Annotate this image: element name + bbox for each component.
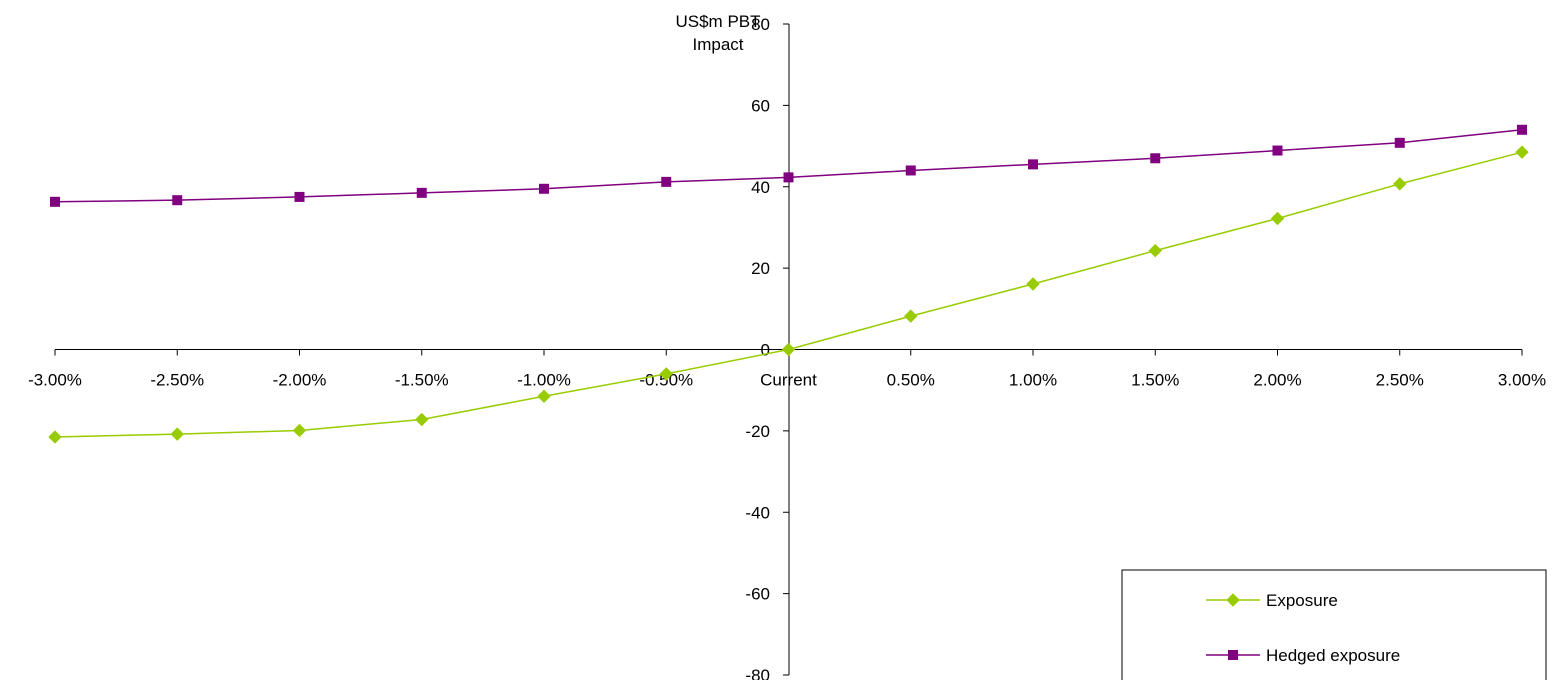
y-tick-label: 20 — [751, 259, 770, 278]
data-point — [1394, 137, 1405, 148]
data-point — [781, 342, 796, 357]
data-point — [1272, 145, 1283, 156]
y-tick-label: 80 — [751, 15, 770, 34]
x-tick-label: -1.00% — [517, 371, 571, 390]
axes: 80 60 40 20 0 -20 -40 -60 -80 -3.00% -2.50% -2.00% -… — [28, 15, 1546, 680]
data-point — [783, 172, 794, 183]
y-tick-label: 40 — [751, 178, 770, 197]
x-tick-label: -2.50% — [150, 371, 204, 390]
data-point — [1148, 243, 1162, 258]
x-tick-label: 3.00% — [1498, 371, 1546, 390]
data-point — [172, 195, 183, 206]
data-point — [416, 187, 427, 198]
y-axis-label-line-1: US$m PBT — [675, 12, 760, 31]
y-axis-label-line-2: Impact — [692, 35, 743, 54]
x-tick-label: -1.50% — [395, 371, 449, 390]
y-axis-label: US$m PBT Impact — [675, 12, 760, 54]
y-tick-label: -40 — [745, 503, 770, 522]
data-point — [292, 423, 307, 438]
legend-marker-0 — [1226, 593, 1240, 607]
data-point — [1270, 211, 1285, 226]
data-point — [659, 367, 673, 381]
series-hedged-exposure — [50, 124, 1527, 207]
y-tick-label: -60 — [745, 585, 770, 604]
data-point — [50, 196, 60, 207]
x-tick-label: -3.00% — [28, 371, 82, 390]
x-tick-label: Current — [760, 371, 817, 390]
y-tick-label: -80 — [745, 666, 770, 680]
x-tick-label: -2.00% — [273, 371, 327, 390]
data-point — [905, 165, 916, 176]
y-tick-label: 60 — [751, 96, 770, 115]
data-point — [1028, 159, 1038, 170]
series-layer — [48, 124, 1529, 444]
data-point — [1393, 177, 1407, 191]
data-point — [1026, 277, 1040, 291]
x-tick-label: 1.00% — [1009, 371, 1057, 390]
data-point — [1150, 153, 1161, 164]
data-point — [170, 427, 184, 441]
x-tick-label: 2.50% — [1376, 371, 1424, 390]
legend-label-1: Hedged exposure — [1266, 646, 1400, 665]
x-tick-label: 0.50% — [887, 371, 935, 390]
data-point — [904, 309, 918, 323]
x-tick-label: 2.00% — [1253, 371, 1301, 390]
y-tick-label: 0 — [761, 341, 770, 360]
data-point — [539, 183, 549, 194]
y-tick-label: -20 — [745, 422, 770, 441]
series-exposure — [48, 145, 1529, 444]
data-point — [537, 389, 551, 403]
data-point — [294, 191, 305, 202]
data-point — [1517, 124, 1527, 135]
legend-marker-1 — [1228, 650, 1238, 660]
x-tick-label: 1.50% — [1131, 371, 1179, 390]
data-point — [1515, 145, 1529, 159]
legend-box — [1121, 569, 1547, 680]
legend-label-0: Exposure — [1266, 591, 1338, 610]
legend: Exposure Hedged exposure — [1121, 569, 1547, 680]
data-point — [661, 176, 672, 187]
data-point — [48, 430, 62, 444]
data-point — [415, 412, 429, 427]
